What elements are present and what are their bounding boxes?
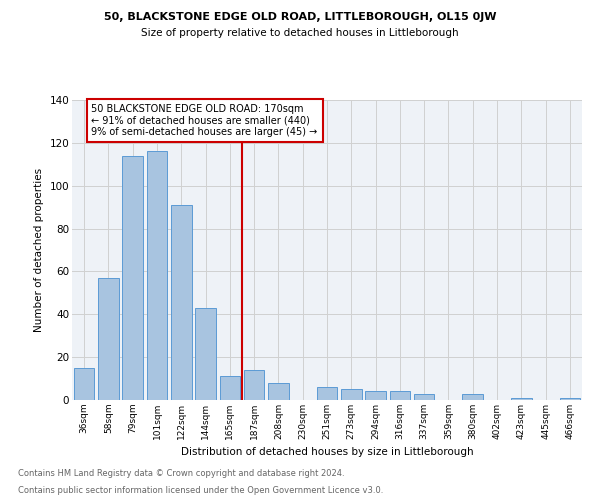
Bar bbox=[171, 205, 191, 400]
Bar bbox=[146, 152, 167, 400]
Bar bbox=[511, 398, 532, 400]
Text: Contains public sector information licensed under the Open Government Licence v3: Contains public sector information licen… bbox=[18, 486, 383, 495]
Bar bbox=[122, 156, 143, 400]
Y-axis label: Number of detached properties: Number of detached properties bbox=[34, 168, 44, 332]
Bar bbox=[195, 308, 216, 400]
Text: Size of property relative to detached houses in Littleborough: Size of property relative to detached ho… bbox=[141, 28, 459, 38]
Bar bbox=[414, 394, 434, 400]
Bar bbox=[463, 394, 483, 400]
Bar bbox=[268, 383, 289, 400]
Bar bbox=[244, 370, 265, 400]
Text: 50, BLACKSTONE EDGE OLD ROAD, LITTLEBOROUGH, OL15 0JW: 50, BLACKSTONE EDGE OLD ROAD, LITTLEBORO… bbox=[104, 12, 496, 22]
Bar bbox=[560, 398, 580, 400]
Bar bbox=[341, 390, 362, 400]
Bar bbox=[74, 368, 94, 400]
Text: 50 BLACKSTONE EDGE OLD ROAD: 170sqm
← 91% of detached houses are smaller (440)
9: 50 BLACKSTONE EDGE OLD ROAD: 170sqm ← 91… bbox=[91, 104, 317, 138]
Bar bbox=[365, 392, 386, 400]
Bar bbox=[98, 278, 119, 400]
Bar bbox=[220, 376, 240, 400]
Bar bbox=[389, 392, 410, 400]
Text: Contains HM Land Registry data © Crown copyright and database right 2024.: Contains HM Land Registry data © Crown c… bbox=[18, 468, 344, 477]
X-axis label: Distribution of detached houses by size in Littleborough: Distribution of detached houses by size … bbox=[181, 448, 473, 458]
Bar bbox=[317, 387, 337, 400]
